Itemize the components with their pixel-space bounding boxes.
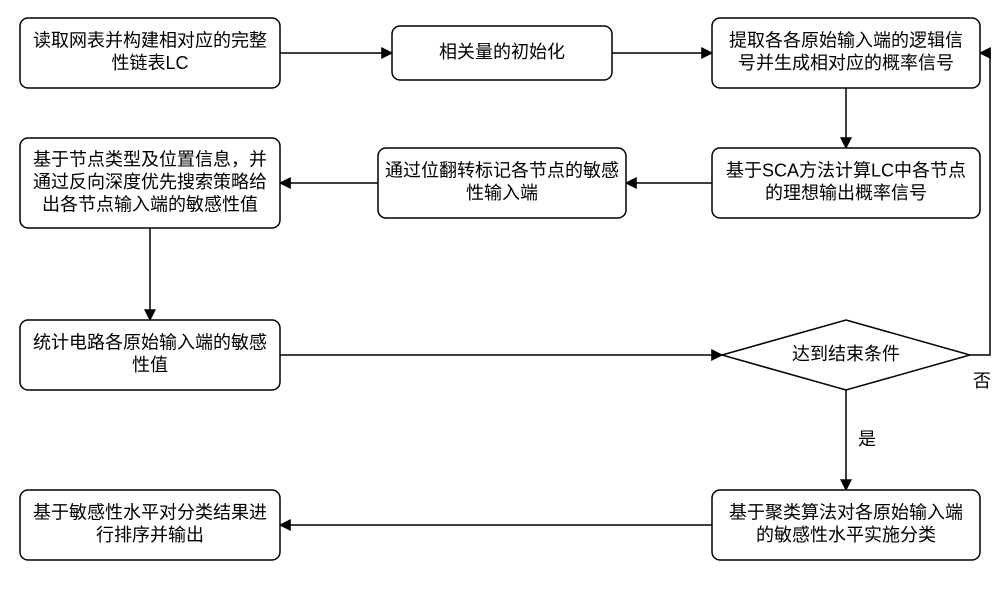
node-text: 通过反向深度优先搜索策略给 — [33, 172, 267, 192]
node-n9: 基于敏感性水平对分类结果进行排序并输出 — [20, 490, 280, 560]
node-text: 基于SCA方法计算LC中各节点 — [726, 161, 966, 181]
node-n6: 基于节点类型及位置信息，并通过反向深度优先搜索策略给出各节点输入端的敏感性值 — [20, 138, 280, 228]
node-text: 相关量的初始化 — [439, 42, 565, 62]
node-text: 号并生成相对应的概率信号 — [738, 53, 954, 73]
node-n1: 读取网表并构建相对应的完整性链表LC — [20, 18, 280, 88]
node-n8: 基于聚类算法对各原始输入端的敏感性水平实施分类 — [712, 490, 980, 560]
node-n3: 提取各各原始输入端的逻辑信号并生成相对应的概率信号 — [712, 18, 980, 88]
node-text: 性输入端 — [466, 183, 538, 203]
node-n4: 基于SCA方法计算LC中各节点的理想输出概率信号 — [712, 148, 980, 218]
node-text: 的理想输出概率信号 — [765, 183, 927, 203]
node-text: 出各节点输入端的敏感性值 — [42, 194, 258, 214]
node-text: 通过位翻转标记各节点的敏感 — [385, 161, 619, 181]
node-n5: 通过位翻转标记各节点的敏感性输入端 — [378, 148, 626, 218]
node-text: 读取网表并构建相对应的完整 — [33, 31, 267, 51]
node-text: 行排序并输出 — [96, 525, 204, 545]
node-text: 提取各各原始输入端的逻辑信 — [729, 31, 963, 51]
node-text: 统计电路各原始输入端的敏感 — [33, 333, 267, 353]
node-text: 达到结束条件 — [792, 344, 900, 364]
node-text: 基于敏感性水平对分类结果进 — [33, 503, 267, 523]
node-n7: 统计电路各原始输入端的敏感性值 — [20, 320, 280, 390]
edge-label: 是 — [858, 429, 876, 449]
node-text: 基于聚类算法对各原始输入端 — [729, 503, 963, 523]
edge-label: 否 — [973, 371, 991, 391]
node-text: 性值 — [132, 355, 168, 375]
node-text: 性链表LC — [111, 53, 188, 73]
node-text: 的敏感性水平实施分类 — [756, 525, 936, 545]
node-d1: 达到结束条件 — [722, 320, 970, 390]
node-n2: 相关量的初始化 — [392, 26, 612, 80]
node-text: 基于节点类型及位置信息，并 — [33, 149, 267, 169]
